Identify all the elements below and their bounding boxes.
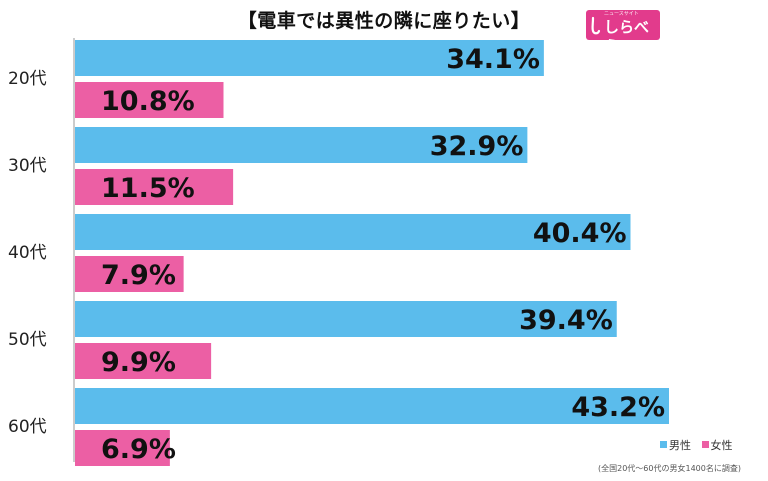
- value-label-male-0: 34.1%: [446, 44, 540, 75]
- value-label-female-0: 10.8%: [101, 86, 195, 117]
- bar-male-4: [75, 388, 669, 424]
- bar-male-2: [75, 214, 631, 250]
- legend-label-female: 女性: [710, 439, 733, 452]
- bars-group: [75, 40, 669, 466]
- value-label-female-3: 9.9%: [101, 347, 176, 378]
- bar-male-3: [75, 301, 617, 337]
- bar-female-0: [75, 82, 224, 118]
- bar-male-1: [75, 127, 528, 163]
- logo-mark-icon: [591, 16, 601, 35]
- value-label-male-4: 43.2%: [571, 392, 665, 423]
- bar-male-0: [75, 40, 544, 76]
- legend-item-female: 女性: [701, 439, 733, 452]
- category-label-1: 30代: [8, 156, 47, 176]
- legend-swatch-male: [660, 441, 667, 448]
- value-label-male-2: 40.4%: [533, 218, 627, 249]
- category-label-3: 50代: [8, 330, 47, 350]
- category-label-0: 20代: [8, 69, 47, 89]
- value-label-male-1: 32.9%: [430, 131, 524, 162]
- bar-female-2: [75, 256, 184, 292]
- chart-title: 【電車では異性の隣に座りたい】: [237, 10, 531, 32]
- category-label-4: 60代: [8, 417, 47, 437]
- shirabee-logo: ニュースサイト しらべぇ: [586, 10, 660, 40]
- category-label-2: 40代: [8, 243, 47, 263]
- value-label-female-2: 7.9%: [101, 260, 176, 291]
- footnote: (全国20代～60代の男女1400名に調査): [598, 464, 741, 473]
- legend-label-male: 男性: [669, 439, 691, 452]
- bar-female-4: [75, 430, 170, 466]
- bar-female-1: [75, 169, 234, 205]
- category-labels: 20代 30代 40代 50代 60代: [8, 69, 47, 437]
- logo-text: しらべぇ: [604, 18, 650, 41]
- value-labels: 34.1% 10.8% 32.9% 11.5% 40.4% 7.9% 39.4% 9.9% 43…: [101, 44, 665, 465]
- bar-female-3: [75, 343, 212, 379]
- logo-subtext: ニュースサイト: [604, 11, 639, 17]
- legend: 男性 女性: [660, 437, 740, 453]
- legend-swatch-female: [701, 441, 709, 448]
- value-label-female-4: 6.9%: [101, 434, 176, 465]
- value-label-male-3: 39.4%: [519, 305, 613, 336]
- legend-item-male: 男性: [660, 439, 691, 452]
- value-label-female-1: 11.5%: [101, 173, 195, 204]
